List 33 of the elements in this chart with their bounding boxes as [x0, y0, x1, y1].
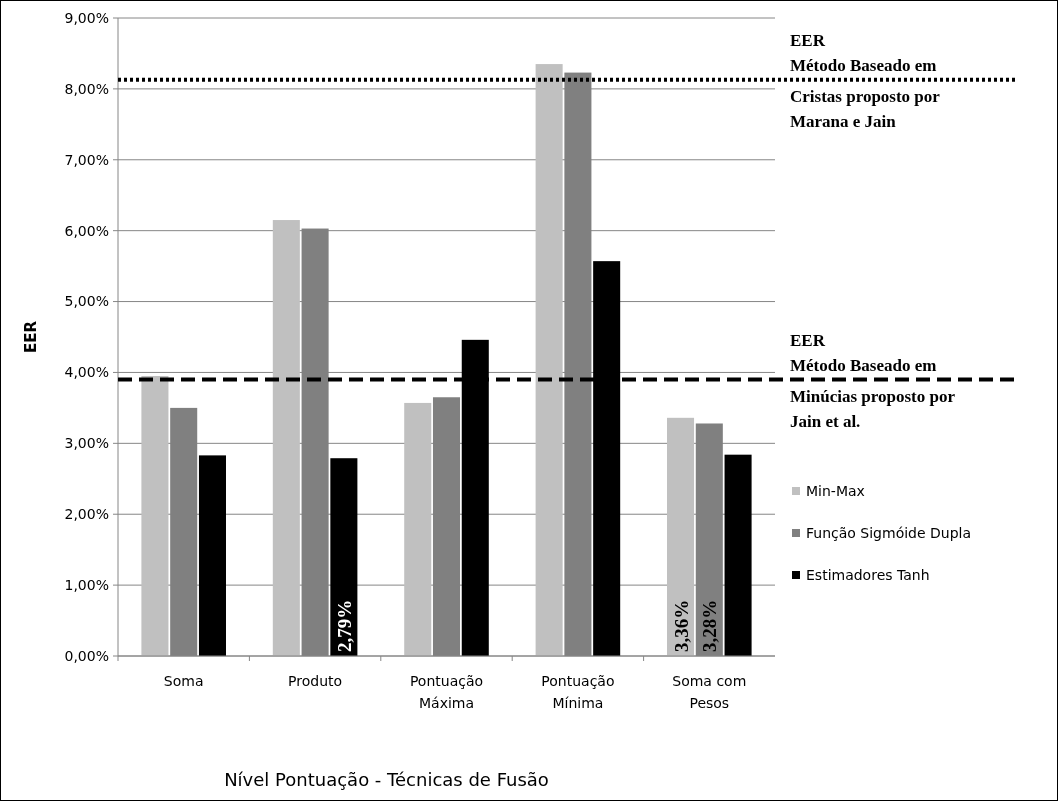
- bar: [141, 375, 169, 656]
- y-tick-label: 7,00%: [64, 151, 109, 168]
- data-label: 3,28%: [699, 599, 721, 652]
- y-tick-label: 9,00%: [64, 9, 109, 26]
- data-label: 2,79%: [333, 599, 355, 652]
- bar: [535, 64, 563, 656]
- bar: [724, 454, 752, 656]
- bar: [404, 402, 432, 656]
- data-label: 3,36%: [670, 599, 692, 652]
- y-tick-label: 5,00%: [64, 293, 109, 310]
- y-tick-label: 2,00%: [64, 506, 109, 523]
- y-tick-label: 8,00%: [64, 80, 109, 97]
- x-tick-label: Soma: [163, 673, 204, 689]
- bar: [272, 220, 300, 656]
- y-tick-label: 6,00%: [64, 222, 109, 239]
- y-tick-label: 3,00%: [64, 435, 109, 452]
- y-tick-label: 0,00%: [64, 647, 109, 664]
- bar: [667, 417, 695, 656]
- y-tick-label: 4,00%: [64, 364, 109, 381]
- legend-label: Função Sigmóide Dupla: [806, 524, 972, 541]
- x-tick-label: Pontuação Mínima: [541, 673, 615, 711]
- ref-line-label: EER Método Baseado em Minúcias proposto por Jain et al.: [790, 330, 956, 431]
- x-tick-label: Pontuação Máxima: [409, 673, 484, 711]
- legend-label: Estimadores Tanh: [806, 566, 930, 583]
- x-axis-title: Nível Pontuação - Técnicas de Fusão: [224, 769, 549, 790]
- x-tick-label: Soma com Pesos: [672, 673, 747, 711]
- y-axis-title: EER: [22, 320, 40, 354]
- legend-label: Min-Max: [806, 482, 865, 499]
- bar: [198, 455, 226, 656]
- y-tick-label: 1,00%: [64, 577, 109, 594]
- bar: [330, 458, 358, 656]
- x-tick-label: Produto: [288, 673, 343, 689]
- ref-line-label: EER Método Baseado em Cristas proposto por Marana e Jain: [790, 30, 941, 131]
